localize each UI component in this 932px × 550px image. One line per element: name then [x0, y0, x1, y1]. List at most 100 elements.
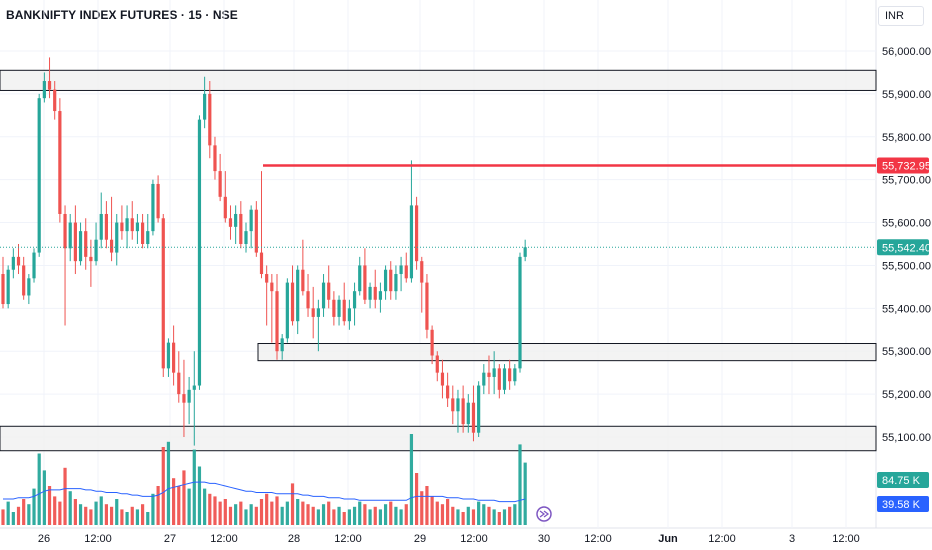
- volume-tag: [877, 496, 929, 512]
- volume-bar: [47, 486, 52, 525]
- candle-body: [440, 372, 445, 386]
- volume-bar: [523, 462, 527, 525]
- volume-bar: [311, 506, 315, 525]
- candle-body: [182, 394, 186, 403]
- candle-body: [383, 269, 388, 292]
- volume-bar: [161, 447, 165, 525]
- volume-bar: [332, 509, 336, 525]
- candle-body: [389, 269, 393, 292]
- x-tick-label: 29: [414, 533, 426, 545]
- volume-bar: [84, 506, 88, 525]
- x-tick-label: 12:00: [210, 533, 238, 545]
- time-axis[interactable]: 26 12:00 27 12:00 28 12:00 29 12:00 30 12:00 Jun 12…: [38, 533, 860, 545]
- volume-bar: [166, 441, 171, 525]
- candle-body: [218, 171, 222, 197]
- candle-body: [332, 299, 336, 317]
- volume-bar: [270, 501, 274, 525]
- candle-body: [73, 222, 77, 262]
- volume-bar: [430, 496, 434, 525]
- volume-bar: [146, 512, 150, 525]
- candle-body: [327, 282, 331, 300]
- chevron-right-icon: [539, 510, 550, 518]
- price-tag-label: 55,542.40: [882, 242, 931, 254]
- candle-body: [208, 93, 212, 146]
- candle-body: [161, 218, 165, 369]
- candle-body: [337, 299, 341, 317]
- price-axis[interactable]: 56,000.00 55,900.00 55,800.00 55,700.00 55,6…: [882, 46, 931, 444]
- volume-bar: [234, 504, 238, 525]
- volume-bar: [425, 486, 429, 525]
- currency-selector[interactable]: INR: [878, 6, 924, 26]
- volume-bar: [197, 466, 202, 525]
- volume-bar: [513, 504, 517, 525]
- candle-body: [373, 286, 377, 300]
- candle-body: [249, 209, 253, 232]
- volume-bar: [451, 506, 455, 525]
- candle-body: [104, 213, 108, 240]
- candle-body: [234, 213, 238, 227]
- volume-bar: [32, 488, 36, 525]
- candle-body: [146, 231, 150, 244]
- volume-bar: [265, 493, 269, 525]
- volume-bar: [68, 491, 72, 525]
- volume-bar: [208, 493, 212, 525]
- candle-body: [1, 274, 5, 305]
- candle-body: [166, 342, 171, 369]
- volume-bar: [37, 453, 41, 525]
- candle-body: [296, 269, 300, 322]
- volume-bar: [518, 444, 522, 525]
- candle-body: [358, 265, 362, 292]
- price-zone: [0, 425, 877, 452]
- candle-body: [120, 222, 124, 232]
- candle-body: [347, 308, 351, 322]
- candle-body: [415, 205, 419, 262]
- volume-bar: [223, 499, 227, 525]
- candle-body: [156, 183, 160, 219]
- volume-bar: [420, 491, 424, 525]
- volume-bar: [316, 509, 320, 525]
- candle-body: [125, 218, 129, 232]
- candle-body: [446, 385, 450, 399]
- candle-body: [197, 119, 202, 386]
- candle-body: [502, 368, 507, 390]
- candle-body: [497, 368, 501, 390]
- volume-bar: [446, 499, 450, 525]
- candle-body: [187, 389, 191, 403]
- volume-bar: [440, 504, 445, 525]
- volume-bar: [280, 506, 284, 525]
- volume-bar: [27, 504, 31, 525]
- volume-bar: [99, 496, 103, 525]
- volume-bars: [1, 434, 527, 525]
- volume-bar: [130, 506, 134, 525]
- volume-bar: [6, 501, 10, 525]
- candle-body: [16, 256, 21, 266]
- candle-body: [239, 213, 243, 244]
- volume-bar: [63, 467, 67, 525]
- candle-body: [435, 355, 439, 373]
- y-tick-label: 55,800.00: [882, 132, 931, 144]
- y-tick-label: 55,500.00: [882, 260, 931, 272]
- candle-body: [172, 342, 176, 373]
- volume-bar: [109, 506, 114, 525]
- volume-bar: [461, 512, 465, 525]
- volume-bar: [104, 504, 108, 525]
- candle-body: [11, 256, 15, 270]
- candle-body: [94, 239, 98, 262]
- scroll-to-realtime-button[interactable]: [536, 506, 552, 522]
- candle-body: [378, 291, 383, 300]
- x-tick-label: 12:00: [708, 533, 736, 545]
- volume-bar: [156, 486, 160, 525]
- volume-bar: [249, 504, 253, 525]
- candle-body: [223, 196, 227, 219]
- volume-bar: [140, 504, 145, 525]
- candle-body: [254, 209, 258, 253]
- volume-bar: [1, 509, 5, 525]
- candle-body: [409, 205, 414, 279]
- x-tick-label: 26: [38, 533, 50, 545]
- price-zone: [0, 69, 877, 91]
- volume-tag: [877, 472, 929, 488]
- support-resistance-zones: [0, 69, 877, 452]
- volume-bar: [368, 509, 372, 525]
- candle-body: [492, 368, 496, 377]
